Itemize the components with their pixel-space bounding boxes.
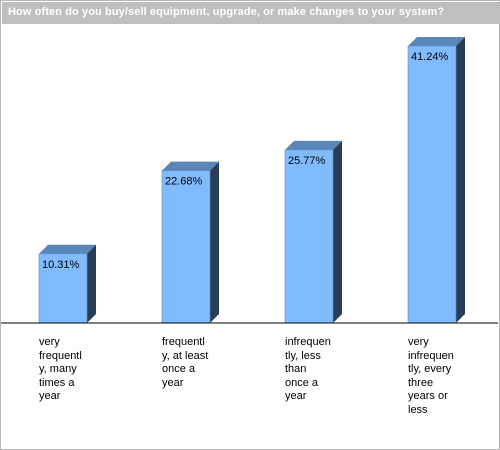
bar-side-1 — [87, 244, 96, 323]
bar-side-4 — [456, 37, 465, 323]
bar-4 — [407, 45, 457, 324]
category-label-line: frequentl — [162, 336, 205, 348]
data-label-1: 10.31% — [42, 259, 80, 271]
category-label-2: frequentl y, at least once a year — [162, 336, 218, 390]
category-label-line: year — [162, 376, 184, 389]
category-label-line: once a — [285, 376, 319, 389]
bar-top-3 — [285, 140, 342, 150]
bar-1 — [38, 253, 88, 324]
category-label-line: three — [408, 376, 434, 389]
category-label-line: year — [285, 390, 307, 402]
category-label-3: infrequen tly, less than once a year — [285, 336, 341, 404]
chart-title: How often do you buy/sell equipment, upg… — [8, 6, 445, 18]
category-label-line: than — [285, 363, 307, 375]
category-label-line: times a — [39, 376, 75, 389]
category-label-line: frequentl — [39, 349, 82, 362]
category-label-line: once a — [162, 363, 196, 375]
bar-side-2 — [210, 161, 219, 323]
category-label-1: very frequentl y, many times a year — [39, 336, 95, 404]
category-label-line: infrequen — [285, 336, 331, 348]
bar-top-1 — [39, 244, 96, 254]
data-label-4: 41.24% — [411, 51, 449, 63]
category-label-line: years or — [408, 390, 448, 402]
category-label-line: year — [39, 390, 61, 402]
category-label-line: very — [39, 336, 60, 348]
category-label-line: infrequen — [408, 349, 454, 362]
category-label-line: y, at least — [162, 349, 209, 362]
data-label-2: 22.68% — [165, 176, 203, 188]
category-label-line: y, many — [39, 363, 77, 375]
chart-title-bar: How often do you buy/sell equipment, upg… — [2, 2, 500, 24]
category-label-4: very infrequen tly, every three years or less — [408, 336, 464, 417]
bar-2 — [161, 170, 211, 324]
category-label-line: less — [408, 403, 428, 416]
category-label-line: very — [408, 336, 429, 348]
bar-3 — [284, 149, 334, 324]
bar-top-2 — [162, 161, 219, 171]
category-label-line: tly, every — [408, 363, 452, 375]
data-label-3: 25.77% — [288, 155, 326, 167]
category-label-line: tly, less — [285, 349, 321, 362]
bar-side-3 — [333, 140, 342, 323]
bar-top-4 — [408, 37, 465, 46]
